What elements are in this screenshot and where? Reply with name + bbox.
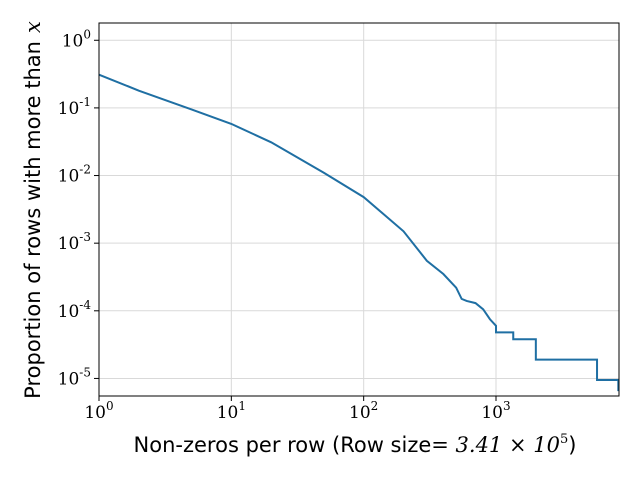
grid bbox=[98, 23, 619, 396]
x-axis-title-exp: 5 bbox=[560, 432, 568, 447]
y-tick-exponent: -4 bbox=[79, 298, 91, 312]
x-tick-exponent: 0 bbox=[106, 399, 114, 413]
x-tick-label: 101 bbox=[217, 399, 246, 423]
y-tick-label: 10-5 bbox=[58, 365, 91, 389]
y-tick-label: 10-1 bbox=[58, 95, 91, 119]
x-tick-base: 10 bbox=[481, 403, 503, 423]
y-axis-title-math: x bbox=[21, 21, 45, 33]
y-tick-exponent: -5 bbox=[79, 365, 91, 379]
y-tick-exponent: -2 bbox=[79, 163, 91, 177]
x-axis-title-math: = 3.41 × 10 bbox=[431, 433, 560, 457]
x-axis: 100 101 102 103 bbox=[84, 396, 511, 423]
y-tick-base: 10 bbox=[58, 302, 80, 322]
y-tick-exponent: 0 bbox=[83, 27, 91, 41]
x-tick-exponent: 2 bbox=[371, 399, 379, 413]
x-tick-label: 102 bbox=[349, 399, 378, 423]
y-tick-base: 10 bbox=[58, 99, 80, 119]
x-tick-label: 103 bbox=[481, 399, 510, 423]
x-tick-base: 10 bbox=[349, 403, 371, 423]
x-tick-base: 10 bbox=[217, 403, 239, 423]
y-tick-base: 10 bbox=[58, 167, 80, 187]
y-tick-base: 10 bbox=[62, 31, 84, 51]
y-tick-label: 100 bbox=[62, 27, 91, 51]
x-tick-exponent: 1 bbox=[238, 399, 246, 413]
plot-frame bbox=[98, 22, 620, 397]
x-axis-title: Non-zeros per row (Row size= 3.41 × 105) bbox=[134, 432, 577, 457]
x-axis-title-text: Non-zeros per row (Row size bbox=[134, 433, 432, 457]
x-tick-exponent: 3 bbox=[503, 399, 511, 413]
x-tick-label: 100 bbox=[84, 399, 113, 423]
y-tick-base: 10 bbox=[58, 234, 80, 254]
y-tick-label: 10-4 bbox=[58, 298, 92, 322]
y-axis-title-text: Proportion of rows with more than bbox=[21, 41, 45, 399]
x-tick-base: 10 bbox=[84, 403, 106, 423]
x-axis-title-close: ) bbox=[568, 433, 576, 457]
y-tick-base: 10 bbox=[58, 369, 80, 389]
y-tick-exponent: -3 bbox=[79, 230, 91, 244]
y-tick-label: 10-3 bbox=[58, 230, 91, 254]
series-line bbox=[98, 73, 620, 392]
y-tick-exponent: -1 bbox=[79, 95, 91, 109]
y-tick-label: 10-2 bbox=[58, 163, 91, 187]
y-axis-title: Proportion of rows with more than x bbox=[21, 21, 45, 399]
